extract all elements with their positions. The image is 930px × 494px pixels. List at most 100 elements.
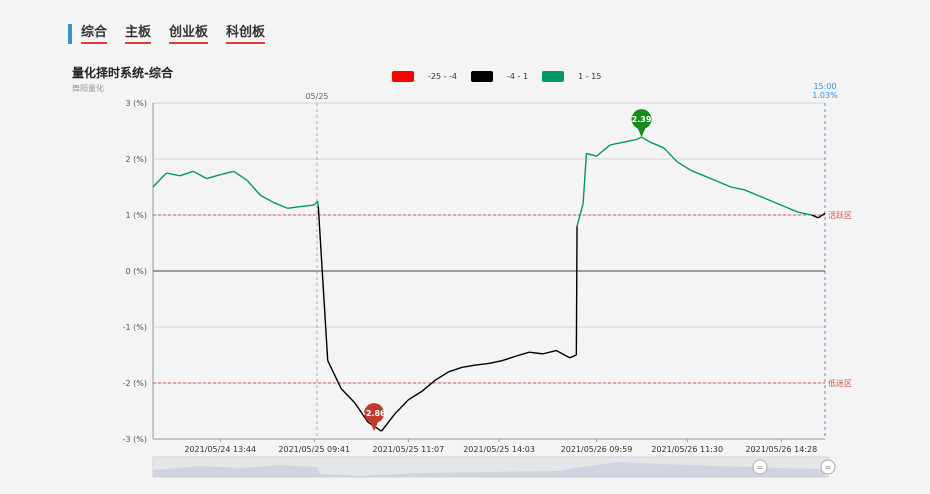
series-segment bbox=[488, 359, 503, 365]
series-segment bbox=[797, 211, 812, 216]
tab-star-market[interactable]: 科创板 bbox=[226, 25, 266, 44]
min-point-marker-label: -2.86 bbox=[363, 409, 386, 418]
legend-label-low: -25 - -4 bbox=[428, 72, 458, 81]
series-segment bbox=[327, 360, 342, 389]
series-segment bbox=[206, 174, 221, 180]
x-tick-label: 2021/05/25 14:03 bbox=[463, 445, 535, 454]
series-segment bbox=[663, 147, 678, 163]
series-segment bbox=[676, 161, 691, 171]
legend-item-mid[interactable]: -4 - 1 bbox=[471, 71, 528, 82]
legend-item-high[interactable]: 1 - 15 bbox=[542, 71, 601, 82]
tabs-accent-bar bbox=[68, 24, 72, 44]
min-point-marker-bubble bbox=[364, 403, 385, 424]
series-segment bbox=[744, 189, 759, 197]
series-segment bbox=[502, 355, 517, 362]
legend-label-high: 1 - 15 bbox=[578, 72, 602, 81]
series-segment bbox=[317, 206, 329, 361]
series-segment bbox=[811, 214, 819, 219]
series-segment bbox=[784, 205, 799, 213]
series-segment bbox=[421, 379, 436, 392]
series-segment bbox=[233, 170, 248, 181]
series-segment bbox=[260, 194, 275, 204]
x-tick-label: 2021/05/26 11:30 bbox=[651, 445, 723, 454]
series-segment bbox=[717, 180, 732, 188]
market-tabs: 综合 主板 创业板 科创板 bbox=[68, 24, 283, 44]
series-segment bbox=[192, 170, 208, 180]
series-segment bbox=[462, 364, 476, 369]
zoom-handle-right[interactable] bbox=[820, 459, 836, 475]
depressed-zone-label: 低迷区 bbox=[828, 378, 852, 388]
series-segment bbox=[340, 388, 356, 404]
y-tick-label: 0 (%) bbox=[126, 267, 147, 276]
legend-swatch-black bbox=[471, 71, 494, 82]
series-segment bbox=[246, 179, 262, 196]
tab-composite[interactable]: 综合 bbox=[81, 25, 108, 44]
series-segment bbox=[220, 170, 234, 176]
chart-subtitle: 舞阳量化 bbox=[72, 84, 104, 93]
series-segment bbox=[448, 366, 463, 373]
series-segment bbox=[641, 136, 651, 143]
day-marker-label: 05/25 bbox=[305, 92, 328, 101]
series-segment bbox=[586, 152, 597, 157]
legend-swatch-green bbox=[542, 71, 565, 82]
series-segment bbox=[529, 351, 543, 355]
series-segment bbox=[690, 169, 705, 177]
legend-swatch-red bbox=[392, 71, 414, 82]
end-value-label: 1.03% bbox=[812, 91, 838, 100]
series-segment bbox=[179, 170, 194, 177]
series-segment bbox=[273, 202, 288, 209]
chart-title: 量化择时系统-综合 bbox=[72, 66, 173, 80]
tab-chinext[interactable]: 创业板 bbox=[169, 25, 209, 44]
x-tick-label: 2021/05/25 09:41 bbox=[278, 445, 350, 454]
series-segment bbox=[394, 399, 409, 415]
series-segment bbox=[542, 349, 557, 355]
series-segment bbox=[569, 354, 577, 359]
series-segment bbox=[703, 175, 718, 183]
series-segment bbox=[770, 200, 785, 208]
series-segment bbox=[650, 141, 664, 149]
legend-label-mid: -4 - 1 bbox=[507, 72, 529, 81]
series-segment bbox=[380, 413, 396, 432]
legend-item-low[interactable]: -25 - -4 bbox=[392, 71, 457, 82]
series-segment bbox=[582, 153, 588, 204]
max-point-marker-bubble bbox=[631, 109, 652, 130]
zoom-handle-right-grip: = bbox=[825, 463, 832, 472]
series-segment bbox=[609, 141, 624, 146]
series-segment bbox=[152, 172, 167, 188]
series-segment bbox=[287, 205, 301, 209]
zoom-handle-left[interactable] bbox=[752, 459, 768, 475]
y-tick-label: 3 (%) bbox=[126, 99, 147, 108]
max-point-marker[interactable]: 2.39 bbox=[631, 109, 652, 138]
y-tick-label: -1 (%) bbox=[123, 323, 147, 332]
series-segment bbox=[623, 138, 637, 143]
y-tick-label: -2 (%) bbox=[123, 379, 147, 388]
x-tick-label: 2021/05/25 11:07 bbox=[373, 445, 445, 454]
series-segment bbox=[407, 390, 423, 401]
y-tick-label: 2 (%) bbox=[126, 155, 147, 164]
series-segment bbox=[316, 200, 320, 207]
x-tick-label: 2021/05/24 13:44 bbox=[184, 445, 256, 454]
end-time-label: 15:00 bbox=[813, 82, 836, 91]
tab-main-board[interactable]: 主板 bbox=[125, 25, 152, 44]
series-segment bbox=[730, 186, 745, 191]
series-segment bbox=[596, 144, 611, 157]
series-segment bbox=[434, 371, 450, 381]
y-tick-label: 1 (%) bbox=[126, 211, 147, 220]
zoom-handle-left-grip: = bbox=[757, 463, 764, 472]
series-segment bbox=[636, 136, 642, 141]
series-segment bbox=[575, 226, 578, 356]
series-segment bbox=[475, 362, 490, 366]
series-segment bbox=[354, 402, 369, 423]
series-segment bbox=[757, 194, 772, 202]
x-tick-label: 2021/05/26 14:28 bbox=[745, 445, 817, 454]
series-segment bbox=[300, 204, 315, 208]
series-segment bbox=[576, 203, 584, 227]
min-point-marker[interactable]: -2.86 bbox=[363, 403, 386, 432]
x-tick-label: 2021/05/26 09:59 bbox=[561, 445, 633, 454]
series-segment bbox=[817, 212, 826, 219]
y-tick-label: -3 (%) bbox=[123, 435, 147, 444]
max-point-marker-label: 2.39 bbox=[632, 115, 652, 124]
series-segment bbox=[555, 349, 570, 359]
